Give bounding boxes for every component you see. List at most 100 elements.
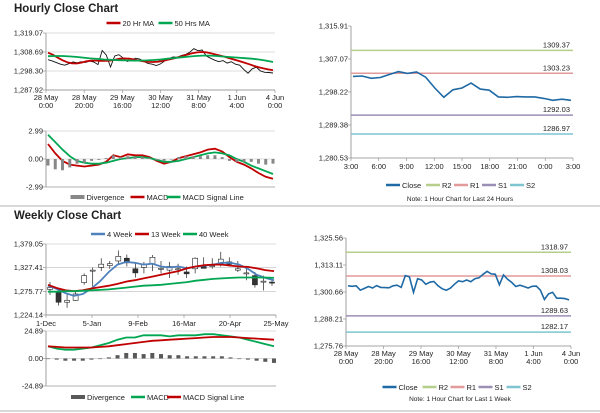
legend-label: MACD Signal Line [183, 393, 244, 402]
legend-label: R1 [467, 383, 477, 392]
legend-label: R2 [439, 383, 449, 392]
y-tick-label: 1,313.11 [314, 261, 343, 270]
x-tick-label: 20:00 [75, 101, 94, 110]
divergence-bar [184, 156, 188, 159]
x-tick-label: 31 May [186, 93, 211, 102]
divergence-bar [237, 358, 242, 360]
candle [252, 275, 258, 286]
x-tick-label: 12:00 [151, 101, 170, 110]
candle [47, 287, 53, 290]
chart-hourly_1week: 1,325.56 1,313.11 1,300.66 1,288.21 1,275.76… [314, 234, 580, 393]
divergence-bar [124, 352, 129, 359]
level-label-s2: 1286.97 [543, 124, 570, 133]
candle [260, 280, 267, 283]
candle [106, 263, 113, 266]
y-tick-label: 1,315.91 [319, 22, 348, 31]
y-tick-label: 1,379.05 [14, 240, 43, 249]
x-tick-label: 31 May [484, 349, 509, 358]
legend-label: S2 [526, 181, 535, 190]
divergence-bar [148, 158, 152, 159]
x-tick-label: 18:00 [480, 162, 499, 171]
divergence-bar [167, 355, 172, 359]
legend-label: S1 [498, 181, 507, 190]
candle [98, 263, 105, 268]
legend-label: MACD [147, 193, 170, 202]
divergence-bar [46, 358, 50, 360]
y-tick-label: 1,300.66 [314, 288, 343, 297]
weekly-chart-title: Weekly Close Chart [14, 210, 121, 222]
divergence-bar [90, 159, 94, 161]
divergence-bar [162, 159, 166, 161]
y-tick-label: 1,224.14 [14, 311, 43, 320]
x-tick-label: 0:00 [538, 162, 553, 171]
y-tick-label: -2.99 [26, 183, 43, 192]
y-tick-label: 1,325.56 [314, 234, 343, 243]
divergence-bar [72, 358, 77, 361]
divergence-bar [206, 155, 210, 159]
x-tick-label: 8:00 [489, 357, 504, 366]
y-tick-label: 1,275.77 [14, 287, 43, 296]
legend-swatch [71, 395, 85, 399]
x-tick-label: 28 May [34, 93, 59, 102]
x-tick-label: 1 Jun [524, 349, 542, 358]
divergence-bar [169, 159, 173, 160]
divergence-bar [177, 157, 181, 159]
x-tick-label: 25-May [263, 319, 288, 328]
x-tick-label: 29 May [409, 349, 434, 358]
candle [235, 268, 241, 271]
legend-label: Close [399, 383, 418, 392]
divergence-bar [202, 356, 207, 359]
legend-swatch [70, 195, 85, 199]
y-tick-label: 1,298.30 [14, 67, 43, 76]
x-tick-label: 20-Apr [219, 319, 242, 328]
divergence-bar [53, 159, 57, 170]
divergence-bar [220, 157, 224, 159]
divergence-bar [159, 354, 163, 359]
series-20-hr-ma [47, 51, 274, 71]
x-tick-label: 20:00 [374, 357, 393, 366]
divergence-bar [111, 155, 115, 159]
level-label-r1: 1303.23 [543, 63, 570, 72]
series-close [347, 270, 570, 302]
divergence-bar [104, 158, 108, 159]
legend-label: Close [402, 181, 421, 190]
legend-label: MACD [147, 393, 170, 402]
divergence-bar [133, 157, 137, 159]
legend-label: 13 Week [151, 230, 181, 239]
y-tick-label: 1,298.22 [319, 88, 348, 97]
legend-label: MACD Signal Line [183, 193, 244, 202]
series-40-week [48, 276, 275, 293]
level-label-s2: 1282.17 [541, 322, 568, 331]
divergence-bar [80, 358, 85, 361]
candle [183, 271, 190, 275]
candle [81, 275, 87, 283]
y-tick-label: 1,308.69 [14, 48, 43, 57]
divergence-bar [115, 355, 120, 359]
divergence-bar [126, 156, 130, 159]
x-tick-label: 30 May [446, 349, 471, 358]
divergence-bar [211, 356, 216, 359]
hourly-chart-title: Hourly Close Chart [14, 3, 118, 15]
divergence-bar [263, 358, 268, 362]
series-macd-signal-line [47, 134, 274, 175]
divergence-bar [245, 358, 250, 360]
legend-label: 20 Hr MA [123, 19, 155, 28]
candle [72, 293, 79, 301]
divergence-bar [272, 358, 276, 363]
candle [158, 268, 164, 270]
divergence-bar [54, 358, 59, 360]
candle [243, 272, 250, 275]
divergence-bar [191, 156, 195, 159]
x-tick-label: 21:00 [508, 162, 527, 171]
y-tick-label: 1,307.07 [319, 55, 348, 64]
x-tick-label: 1-Dec [36, 319, 56, 328]
divergence-bar [256, 159, 260, 164]
x-tick-label: 12:00 [425, 162, 444, 171]
x-tick-label: 0:00 [268, 101, 283, 110]
divergence-bar [193, 356, 198, 359]
note-1week: Note: 1 Hour Chart for Last 1 Week [409, 396, 512, 403]
x-tick-label: 3:00 [344, 162, 359, 171]
chart-hourly_24h: 1,315.91 1,307.07 1,298.22 1,289.38 1,280.53… [319, 22, 581, 191]
divergence-bar [249, 159, 253, 162]
divergence-bar [132, 352, 137, 359]
